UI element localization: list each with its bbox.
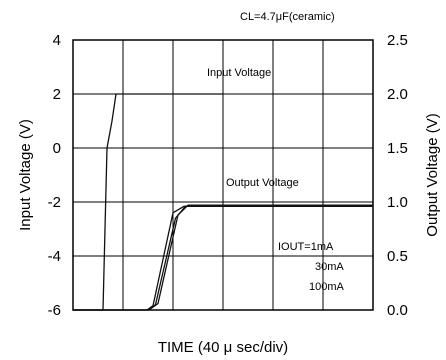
right-tick-label: 0.0 (387, 302, 408, 319)
chart-title: CL=4.7μF(ceramic) (240, 11, 335, 23)
right-tick-label: 1.5 (387, 140, 408, 157)
left-axis-ticks: 4 2 0 -2 -4 -6 (48, 32, 61, 319)
left-tick-label: 0 (53, 140, 61, 157)
right-axis-title: Output Voltage (V) (424, 113, 441, 236)
left-tick-label: -2 (48, 194, 61, 211)
left-tick-label: -4 (48, 248, 61, 265)
right-axis-ticks: 2.5 2.0 1.5 1.0 0.5 0.0 (387, 32, 408, 319)
iout-100ma-label: 100mA (309, 281, 345, 293)
right-tick-label: 2.0 (387, 86, 408, 103)
left-axis-title: Input Voltage (V) (17, 119, 34, 231)
plot-frame (72, 39, 374, 311)
left-tick-label: 4 (53, 32, 61, 49)
input-voltage-annotation: Input Voltage (207, 67, 271, 79)
right-tick-label: 2.5 (387, 32, 408, 49)
left-tick-label: 2 (53, 86, 61, 103)
right-tick-label: 0.5 (387, 248, 408, 265)
output-voltage-trace-3 (73, 205, 373, 311)
traces (73, 93, 373, 311)
left-tick-label: -6 (48, 302, 61, 319)
x-axis-title: TIME (40 μ sec/div) (158, 339, 288, 356)
iout-1ma-label: IOUT=1mA (278, 241, 334, 253)
output-voltage-annotation: Output Voltage (226, 177, 299, 189)
right-tick-label: 1.0 (387, 194, 408, 211)
iout-30ma-label: 30mA (315, 261, 344, 273)
